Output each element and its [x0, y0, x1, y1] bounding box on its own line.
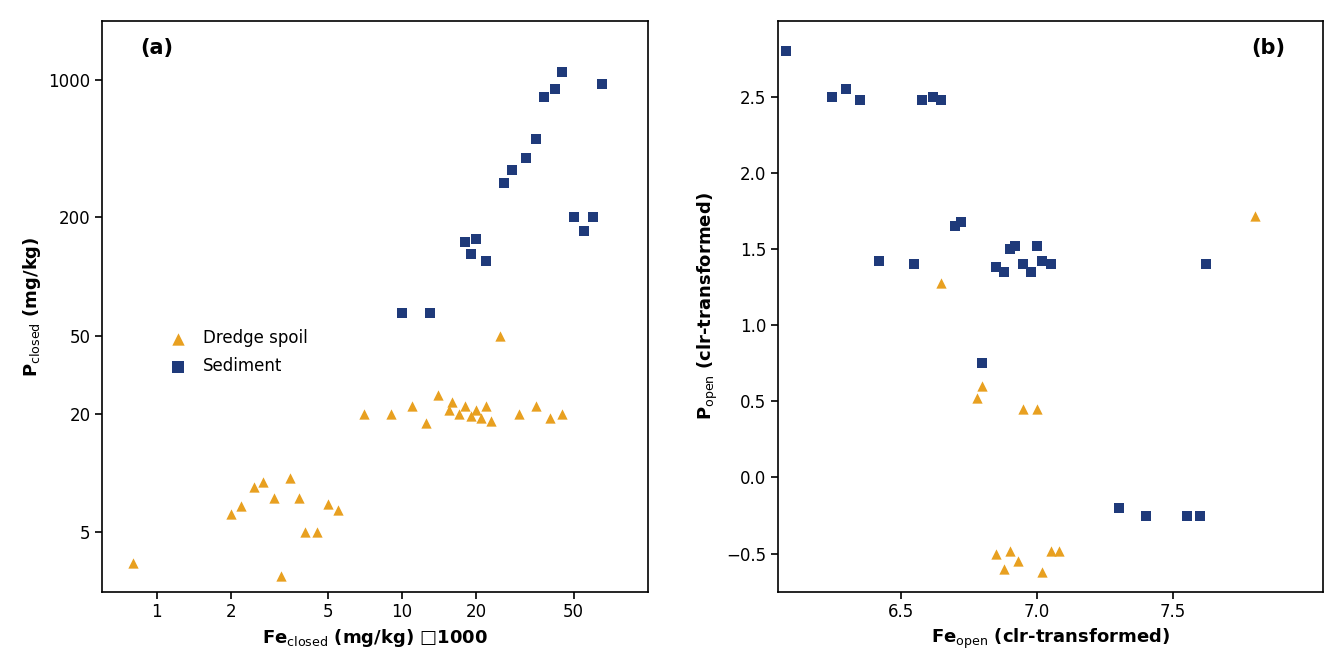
Point [1027, 241, 1048, 251]
Dredge spoil [460, 411, 481, 421]
Dredge spoil [427, 390, 449, 401]
Point [1012, 404, 1034, 415]
Sediment [460, 249, 481, 259]
Point [1136, 510, 1157, 521]
Point [1007, 556, 1028, 566]
Dredge spoil [442, 396, 464, 407]
Y-axis label: P$_{\mathrm{open}}$ (clr-transformed): P$_{\mathrm{open}}$ (clr-transformed) [696, 192, 720, 420]
Dredge spoil [454, 401, 476, 411]
Y-axis label: P$_{\mathrm{closed}}$ (mg/kg): P$_{\mathrm{closed}}$ (mg/kg) [22, 236, 43, 376]
Sediment [526, 134, 547, 144]
Dredge spoil [289, 493, 310, 503]
Point [1004, 241, 1025, 251]
Point [903, 259, 925, 269]
Point [950, 216, 972, 227]
Dredge spoil [306, 527, 328, 538]
Dredge spoil [402, 401, 423, 411]
Point [1048, 545, 1070, 556]
Sediment [534, 91, 555, 102]
Dredge spoil [526, 401, 547, 411]
Point [1040, 545, 1062, 556]
Point [999, 545, 1020, 556]
Point [1040, 259, 1062, 269]
Dredge spoil [380, 409, 402, 419]
Point [985, 548, 1007, 559]
Dredge spoil [476, 401, 497, 411]
Sediment [544, 83, 566, 94]
Point [945, 221, 966, 232]
Dredge spoil [280, 472, 301, 483]
Point [1027, 404, 1048, 415]
Point [1032, 256, 1054, 267]
Dredge spoil [448, 409, 469, 419]
Dredge spoil [508, 409, 530, 419]
Dredge spoil [539, 413, 560, 424]
X-axis label: Fe$_{\mathrm{closed}}$ (mg/kg) □1000: Fe$_{\mathrm{closed}}$ (mg/kg) □1000 [262, 627, 488, 649]
Point [993, 563, 1015, 574]
Point [1107, 503, 1129, 513]
Point [836, 84, 857, 95]
Sediment [476, 255, 497, 266]
Dredge spoil [294, 527, 316, 538]
Sediment [591, 79, 613, 90]
Point [868, 256, 890, 267]
Sediment [454, 237, 476, 247]
Point [911, 95, 933, 106]
Point [1020, 267, 1042, 278]
Sediment [419, 308, 441, 319]
Point [1189, 510, 1211, 521]
Dredge spoil [438, 405, 460, 415]
Point [1195, 259, 1216, 269]
Sediment [515, 153, 536, 164]
Dredge spoil [251, 477, 273, 488]
Point [931, 95, 953, 106]
Point [1032, 566, 1054, 577]
Dredge spoil [122, 558, 144, 569]
Dredge spoil [470, 413, 492, 424]
Dredge spoil [317, 499, 339, 509]
Sediment [582, 212, 603, 223]
Point [999, 244, 1020, 255]
Sediment [573, 226, 594, 237]
Dredge spoil [465, 405, 487, 415]
Sediment [501, 164, 523, 175]
Dredge spoil [353, 409, 375, 419]
Sediment [563, 212, 585, 223]
Point [1012, 259, 1034, 269]
Point [972, 381, 993, 392]
Dredge spoil [489, 331, 511, 341]
Dredge spoil [270, 571, 292, 581]
Point [849, 95, 871, 106]
Dredge spoil [220, 509, 242, 519]
Point [985, 262, 1007, 273]
Text: (a): (a) [141, 38, 173, 58]
Point [966, 393, 988, 404]
Dredge spoil [230, 501, 251, 511]
Dredge spoil [243, 482, 265, 493]
Point [821, 91, 843, 102]
Dredge spoil [263, 493, 285, 503]
Point [1176, 510, 1198, 521]
Text: (b): (b) [1251, 38, 1285, 58]
Dredge spoil [328, 505, 349, 515]
Point [1245, 210, 1266, 221]
Point [775, 46, 797, 56]
Sediment [465, 234, 487, 245]
X-axis label: Fe$_{\mathrm{open}}$ (clr-transformed): Fe$_{\mathrm{open}}$ (clr-transformed) [931, 627, 1171, 651]
Point [993, 267, 1015, 278]
Dredge spoil [552, 409, 574, 419]
Sediment [493, 177, 515, 188]
Point [972, 358, 993, 369]
Dredge spoil [415, 418, 437, 429]
Sediment [552, 67, 574, 77]
Sediment [391, 308, 413, 319]
Point [922, 91, 943, 102]
Legend: Dredge spoil, Sediment: Dredge spoil, Sediment [155, 322, 314, 382]
Point [931, 278, 953, 288]
Dredge spoil [480, 415, 501, 426]
